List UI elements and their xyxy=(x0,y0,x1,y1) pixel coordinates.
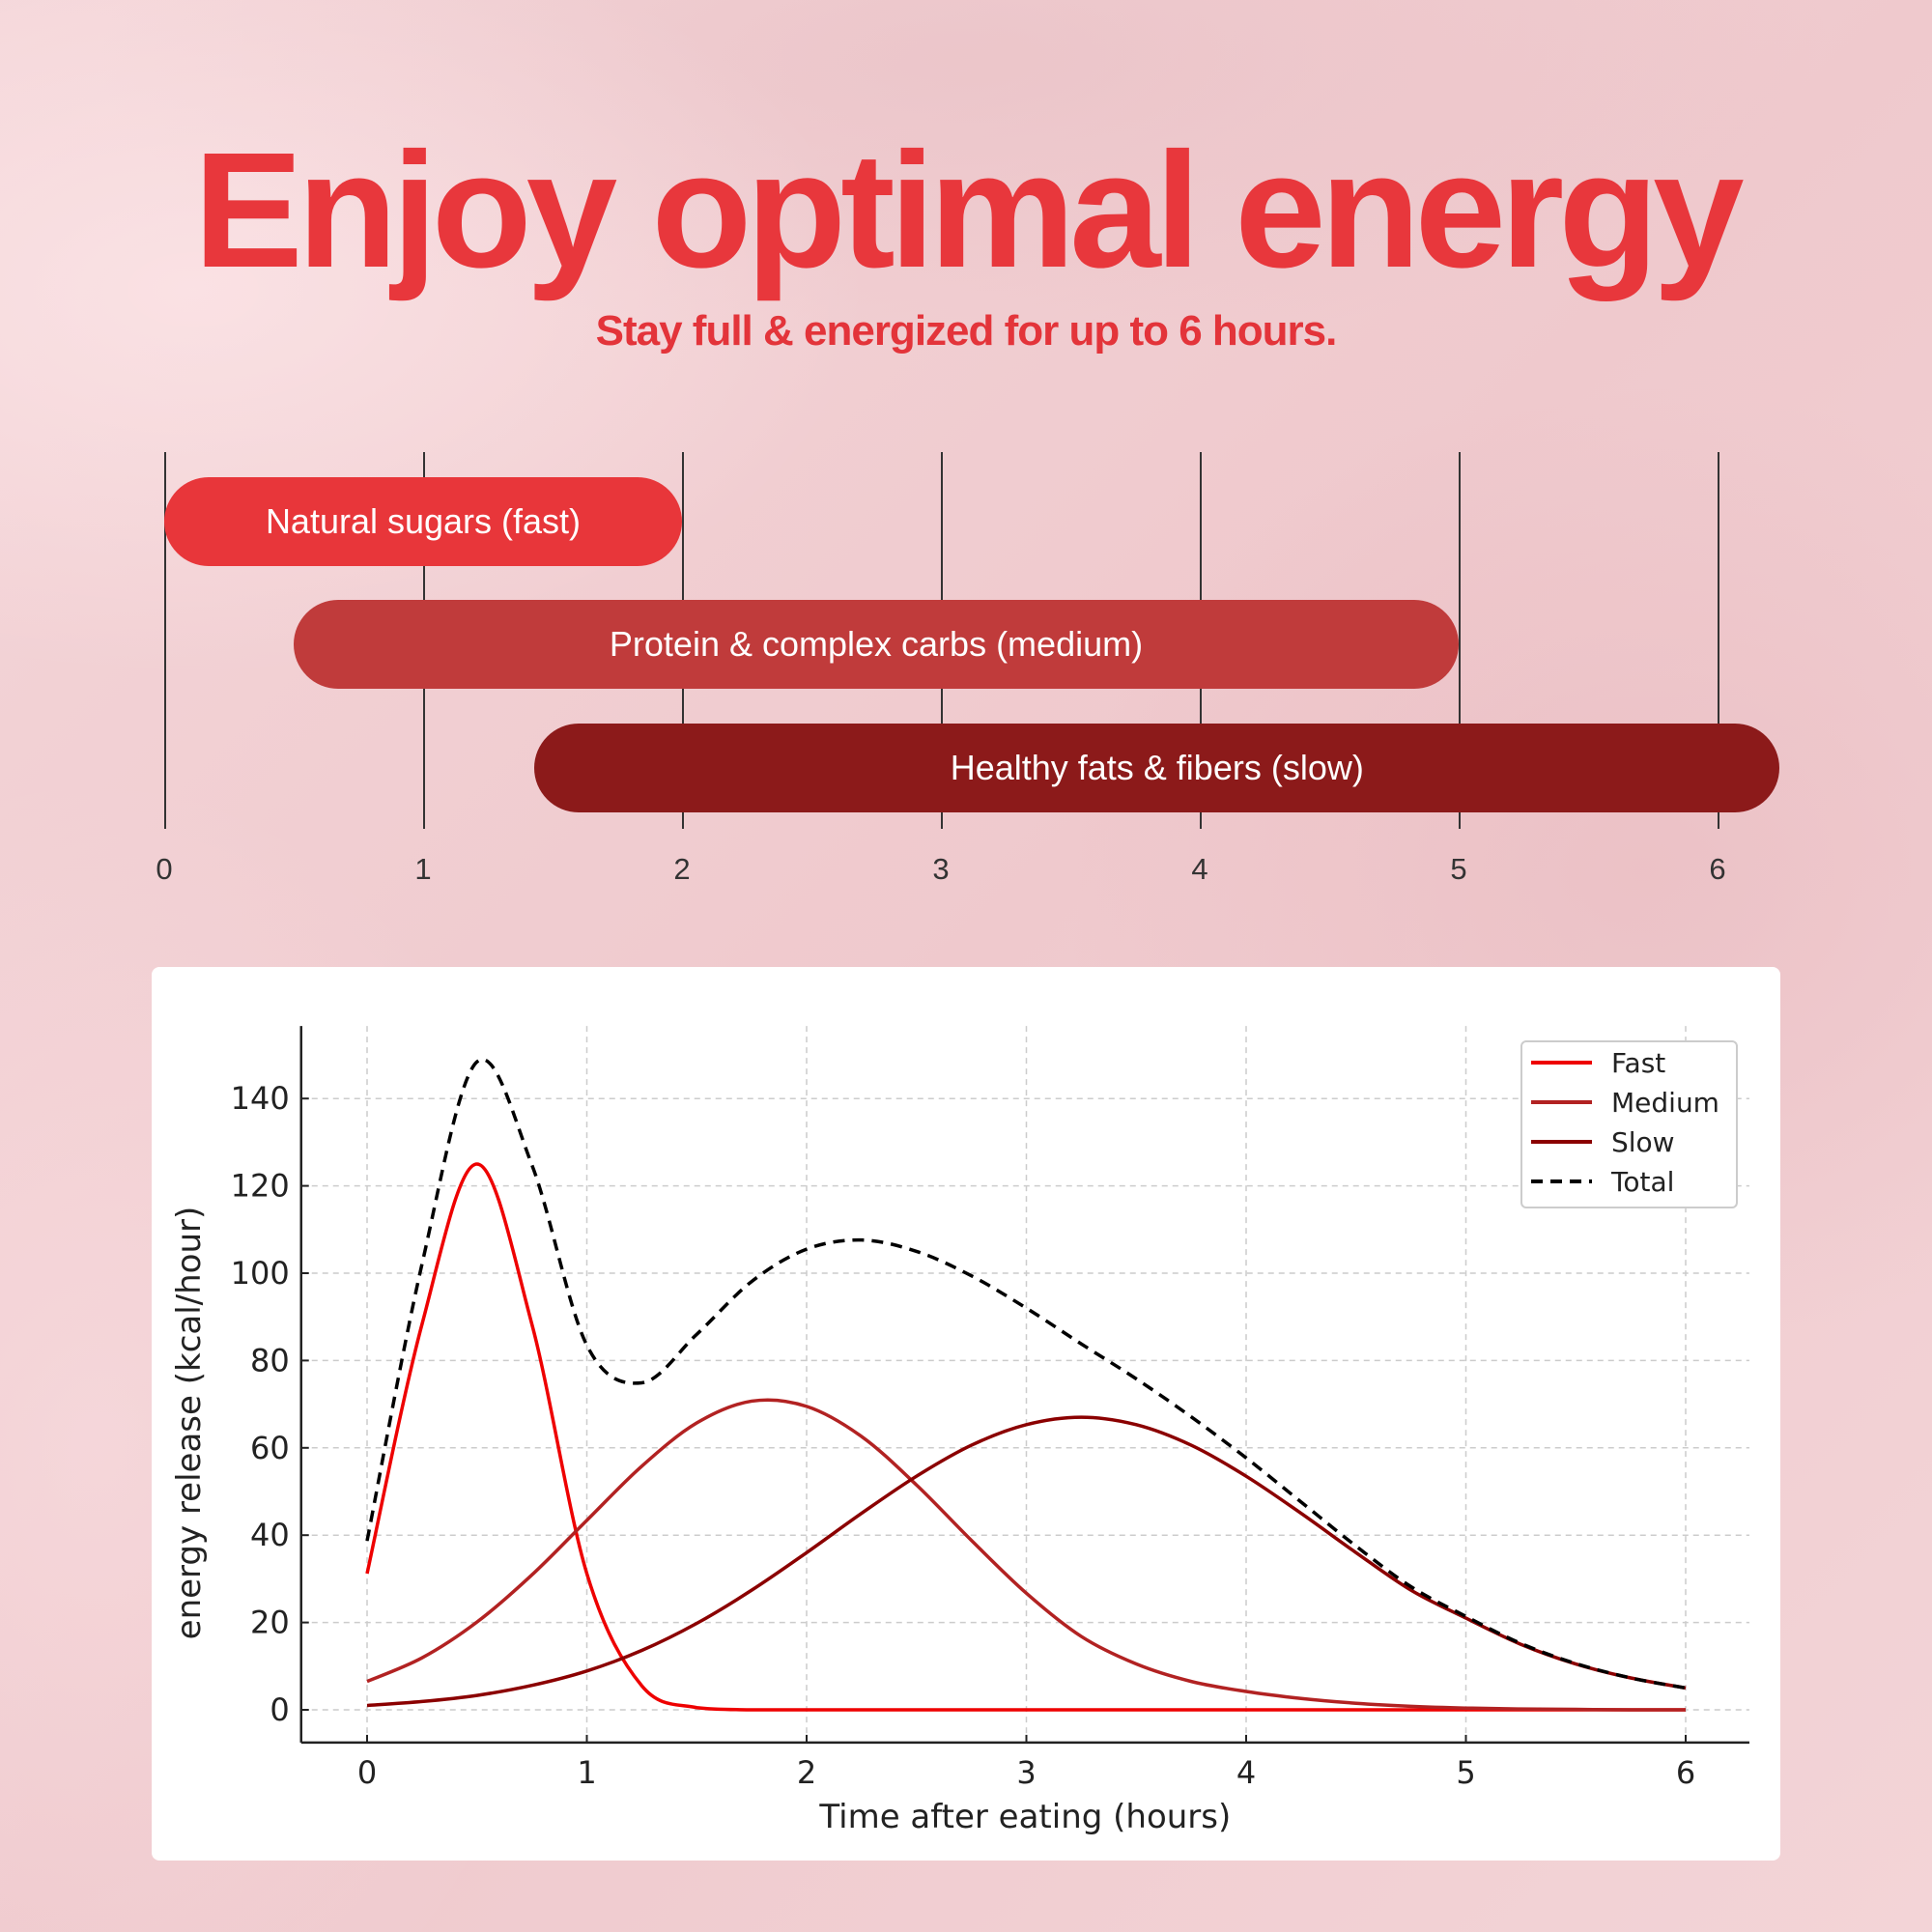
y-tick-label: 0 xyxy=(270,1691,289,1728)
timeline-bar: Protein & complex carbs (medium) xyxy=(294,600,1459,689)
y-axis-label: energy release (kcal/hour) xyxy=(170,1207,209,1640)
x-tick-label: 5 xyxy=(1456,1754,1475,1791)
legend-label: Slow xyxy=(1611,1126,1675,1158)
timeline-tick-label: 1 xyxy=(414,852,432,886)
timeline-tick-label: 0 xyxy=(156,852,173,886)
x-tick-label: 6 xyxy=(1676,1754,1695,1791)
x-tick-label: 3 xyxy=(1016,1754,1036,1791)
y-tick-label: 120 xyxy=(231,1168,290,1205)
legend-label: Total xyxy=(1610,1166,1674,1198)
x-tick-label: 4 xyxy=(1236,1754,1256,1791)
timeline-tick-label: 4 xyxy=(1191,852,1208,886)
chart-card: 0 1 2 3 4 5 6 0 20 40 60 80 100 120 140 Time after eati… xyxy=(152,967,1780,1861)
timeline-gridline xyxy=(164,452,166,829)
series-line-total xyxy=(365,1058,1687,1690)
timeline-bar-label: Healthy fats & fibers (slow) xyxy=(950,748,1364,787)
x-axis-label: Time after eating (hours) xyxy=(818,1798,1231,1836)
legend xyxy=(1520,1040,1738,1208)
y-tick-label: 60 xyxy=(250,1430,290,1466)
y-tick-label: 100 xyxy=(231,1255,290,1292)
timeline-gridline xyxy=(1718,452,1719,829)
y-tick-label: 80 xyxy=(250,1342,290,1378)
series-line-medium xyxy=(366,1398,1686,1712)
x-tick-label: 1 xyxy=(577,1754,596,1791)
page-title: Enjoy optimal energy xyxy=(193,119,1744,302)
timeline-bar-label: Protein & complex carbs (medium) xyxy=(609,624,1144,664)
timeline-bar: Healthy fats & fibers (slow) xyxy=(534,724,1780,812)
timeline-tick-label: 6 xyxy=(1709,852,1726,886)
x-tick-label: 2 xyxy=(797,1754,816,1791)
x-tick-label: 0 xyxy=(357,1754,377,1791)
series-line-fast xyxy=(365,1162,1686,1712)
timeline-gridline xyxy=(1459,452,1461,829)
timeline-bar-label: Natural sugars (fast) xyxy=(265,501,582,541)
y-tick-label: 20 xyxy=(250,1605,290,1641)
y-tick-label: 140 xyxy=(231,1080,290,1117)
timeline-tick-label: 5 xyxy=(1450,852,1467,886)
legend-label: Medium xyxy=(1611,1087,1719,1119)
timeline-tick-label: 3 xyxy=(932,852,950,886)
legend-label: Fast xyxy=(1611,1047,1665,1079)
y-tick-label: 40 xyxy=(250,1517,290,1553)
page-subtitle: Stay full & energized for up to 6 hours. xyxy=(595,307,1338,355)
timeline-bar: Natural sugars (fast) xyxy=(164,477,682,566)
timeline-tick-label: 2 xyxy=(673,852,691,886)
